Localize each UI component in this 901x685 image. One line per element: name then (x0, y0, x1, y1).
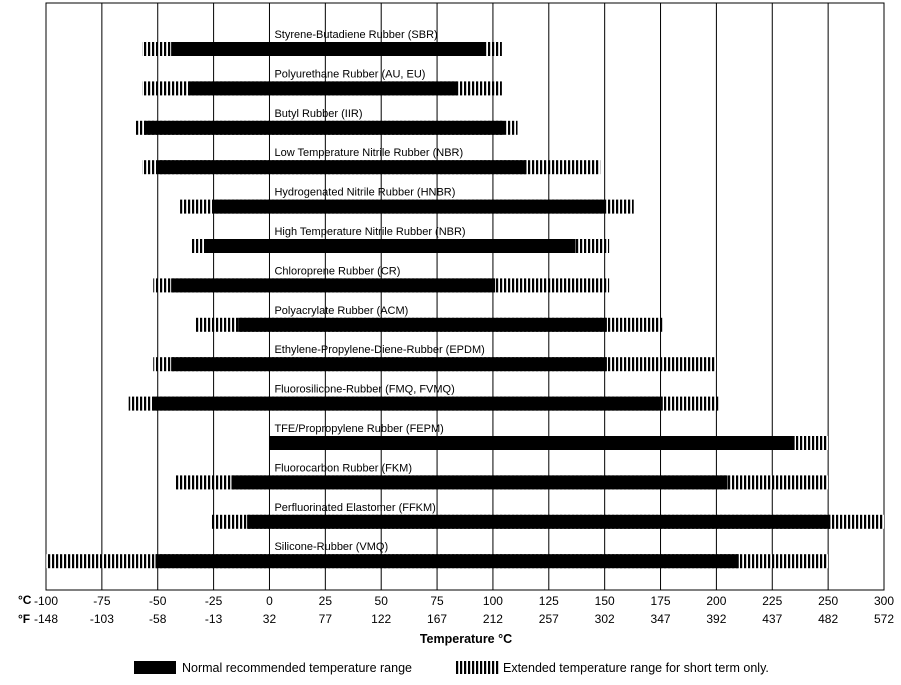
tick-label-fahrenheit: 77 (319, 612, 333, 626)
material-label: Chloroprene Rubber (CR) (274, 265, 400, 277)
tick-label-fahrenheit: 437 (762, 612, 782, 626)
normal-range-bar (269, 436, 795, 450)
normal-range-bar (144, 120, 505, 135)
normal-range-bar (247, 514, 831, 529)
tick-label-celsius: 250 (818, 594, 838, 608)
normal-range-bar (155, 554, 739, 569)
tick-label-fahrenheit: 572 (874, 612, 894, 626)
normal-range-bar (153, 396, 663, 411)
normal-range-bar (204, 239, 576, 253)
material-label: Fluorocarbon Rubber (FKM) (274, 462, 412, 474)
grid-lines (101, 3, 829, 590)
material-label: Styrene-Butadiene Rubber (SBR) (274, 29, 437, 41)
fahrenheit-unit-label: °F (18, 612, 30, 626)
tick-label-fahrenheit: -103 (90, 612, 114, 626)
tick-label-fahrenheit: 122 (371, 612, 391, 626)
material-labels: Styrene-Butadiene Rubber (SBR) Polyuretha… (274, 29, 484, 553)
material-label: Ethylene-Propylene-Diene-Rubber (EPDM) (274, 344, 484, 356)
tick-label-fahrenheit: 212 (483, 612, 503, 626)
tick-label-celsius: 75 (430, 594, 444, 608)
material-label: Silicone-Rubber (VMQ) (274, 541, 388, 553)
tick-label-celsius: -50 (149, 594, 167, 608)
tick-label-celsius: 225 (762, 594, 782, 608)
tick-label-celsius: -100 (34, 594, 58, 608)
tick-label-celsius: 0 (266, 594, 273, 608)
normal-range-bar (189, 81, 458, 96)
normal-range-bar (231, 475, 728, 490)
material-label: High Temperature Nitrile Rubber (NBR) (274, 226, 465, 238)
tick-label-celsius: 150 (595, 594, 615, 608)
normal-range-bar (171, 42, 484, 56)
tick-label-celsius: -75 (93, 594, 111, 608)
tick-label-celsius: 50 (375, 594, 389, 608)
range-bars (46, 42, 884, 569)
legend: Normal recommended temperature range Ext… (134, 661, 769, 675)
legend-extended-label: Extended temperature range for short ter… (503, 661, 769, 675)
tick-label-celsius: 300 (874, 594, 894, 608)
tick-label-fahrenheit: 482 (818, 612, 838, 626)
normal-range-bar (171, 278, 496, 293)
material-label: TFE/Propropylene Rubber (FEPM) (274, 423, 443, 435)
material-label: Polyacrylate Rubber (ACM) (274, 305, 408, 317)
normal-range-bar (157, 160, 527, 175)
x-axis-title: Temperature °C (420, 632, 512, 646)
tick-label-fahrenheit: 392 (706, 612, 726, 626)
tick-label-celsius: 200 (706, 594, 726, 608)
material-label: Hydrogenated Nitrile Rubber (HNBR) (274, 187, 455, 199)
tick-label-celsius: -25 (205, 594, 223, 608)
x-axis: °C °F -100 -148 -75 -103 -50 -58 -25 -13 0 32 25 77 50… (18, 593, 894, 626)
legend-solid-swatch (134, 661, 176, 674)
normal-range-bar (213, 199, 605, 214)
legend-normal-label: Normal recommended temperature range (182, 661, 412, 675)
legend-hatched-swatch (456, 661, 500, 674)
tick-label-celsius: 125 (539, 594, 559, 608)
tick-label-fahrenheit: 167 (427, 612, 447, 626)
material-label: Perfluorinated Elastomer (FFKM) (274, 502, 435, 514)
tick-label-fahrenheit: 347 (651, 612, 671, 626)
tick-label-fahrenheit: 257 (539, 612, 559, 626)
celsius-unit-label: °C (18, 593, 32, 607)
tick-label-fahrenheit: 32 (263, 612, 277, 626)
tick-label-celsius: 175 (651, 594, 671, 608)
plot-frame (45, 2, 885, 591)
normal-range-bar (238, 317, 607, 332)
tick-label-fahrenheit: -58 (149, 612, 167, 626)
tick-label-fahrenheit: 302 (595, 612, 615, 626)
material-label: Polyurethane Rubber (AU, EU) (274, 68, 425, 80)
material-label: Butyl Rubber (IIR) (274, 108, 362, 120)
material-label: Low Temperature Nitrile Rubber (NBR) (274, 147, 463, 159)
tick-label-celsius: 25 (319, 594, 333, 608)
tick-label-celsius: 100 (483, 594, 503, 608)
tick-label-fahrenheit: -13 (205, 612, 223, 626)
tick-label-fahrenheit: -148 (34, 612, 58, 626)
material-label: Fluorosilicone-Rubber (FMQ, FVMQ) (274, 384, 454, 396)
normal-range-bar (171, 357, 607, 372)
